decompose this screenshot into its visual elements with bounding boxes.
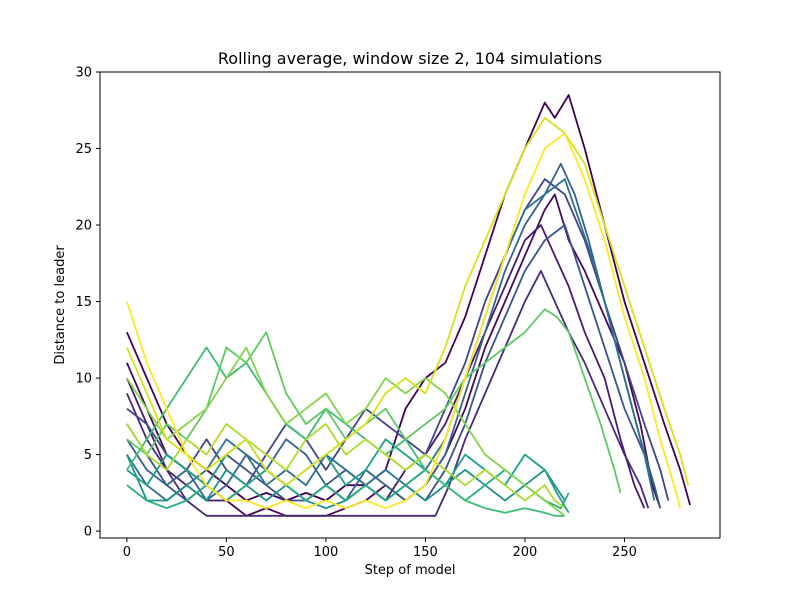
series-line-16 — [126, 117, 690, 487]
series-line-15 — [126, 423, 566, 509]
y-tick-label: 25 — [75, 142, 92, 157]
x-axis: 0 50 100 150 200 250 — [123, 538, 637, 560]
plot-frame — [99, 71, 721, 539]
x-axis-label: Step of model — [365, 563, 456, 578]
y-tick-label: 15 — [75, 295, 92, 310]
y-tick-label: 5 — [84, 448, 92, 463]
x-tick-label: 50 — [218, 545, 235, 560]
series-line-13 — [126, 308, 622, 494]
series-layer — [126, 94, 691, 517]
y-tick-label: 0 — [84, 525, 92, 540]
x-tick-label: 0 — [123, 545, 131, 560]
x-tick-label: 150 — [413, 545, 438, 560]
x-tick-label: 250 — [612, 545, 637, 560]
y-axis-label: Distance to leader — [53, 245, 68, 365]
chart-title: Rolling average, window size 2, 104 simu… — [218, 49, 602, 68]
x-tick-label: 200 — [513, 545, 538, 560]
series-line-14 — [126, 346, 566, 517]
series-line-10 — [126, 438, 570, 514]
series-line-17 — [126, 132, 682, 510]
x-tick-label: 100 — [313, 545, 338, 560]
y-tick-label: 20 — [75, 219, 92, 234]
y-tick-label: 10 — [75, 372, 92, 387]
y-axis: 0 5 10 15 20 25 30 — [75, 66, 100, 540]
y-tick-label: 30 — [75, 66, 92, 81]
